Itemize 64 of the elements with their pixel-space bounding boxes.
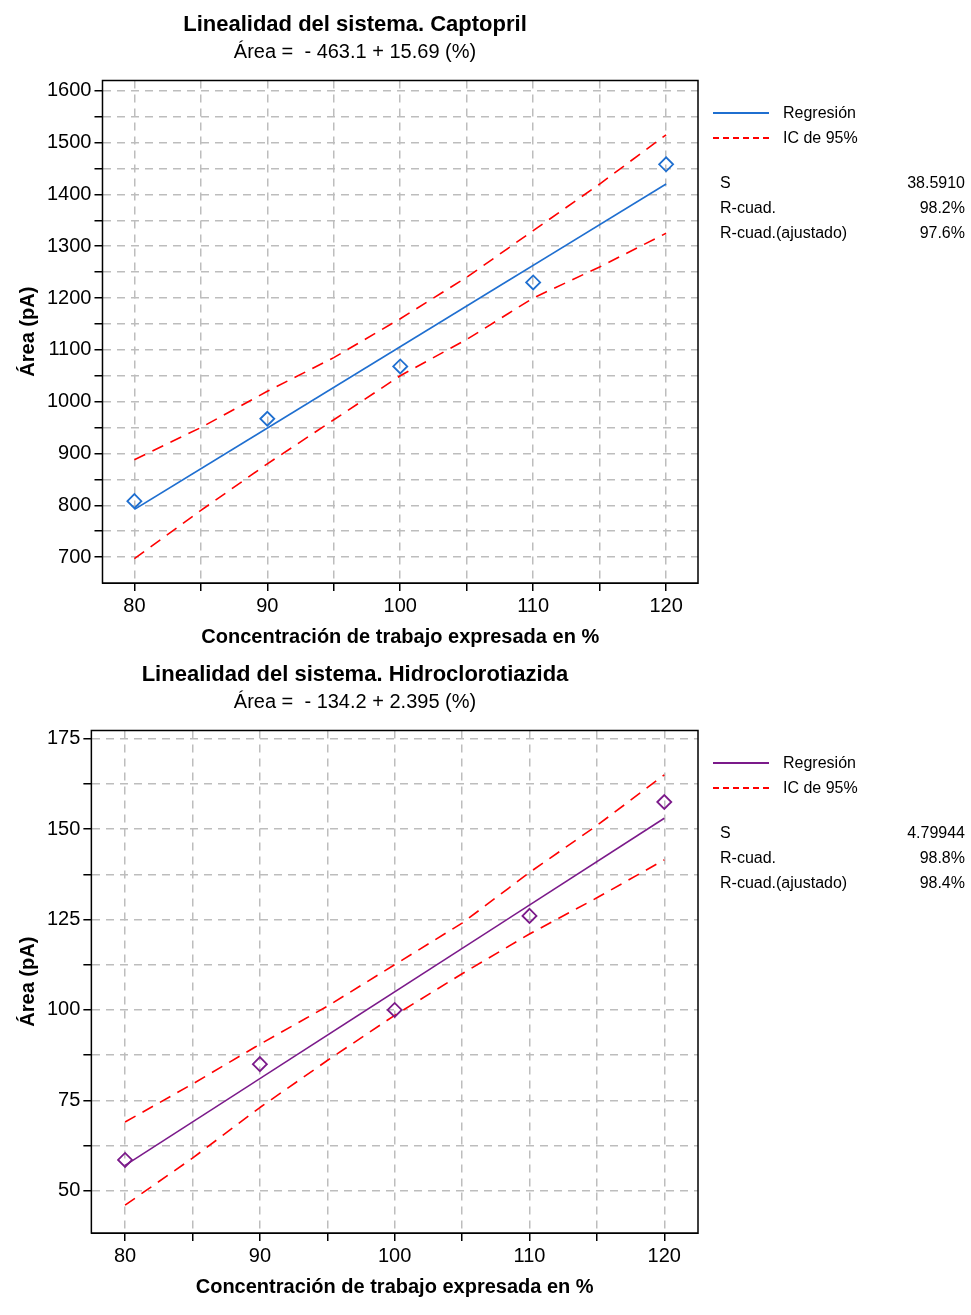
- point: [251, 1056, 268, 1073]
- point: [525, 274, 542, 291]
- legend-label: IC de 95%: [783, 128, 858, 147]
- y-tick-label: 100: [46, 997, 81, 1020]
- x-tick-label: 80: [113, 1243, 137, 1266]
- text: R-cuad.: [720, 199, 777, 218]
- point: [392, 358, 409, 375]
- legend-label: IC de 95%: [783, 778, 858, 797]
- y-tick-label: 700: [58, 544, 92, 567]
- y-axis-title: Área (pA): [15, 286, 38, 377]
- x-tick-label: 110: [517, 593, 550, 616]
- y-tick-label: 1600: [46, 78, 92, 101]
- y-tick-label: 125: [46, 907, 81, 930]
- y-axis-title: Área (pA): [15, 936, 38, 1027]
- text: R-cuad.: [720, 849, 777, 868]
- x-tick-label: 110: [513, 1243, 546, 1266]
- chart-subtitle: Área = - 463.1 + 15.69 (%): [233, 39, 477, 62]
- y-tick-label: 75: [58, 1087, 81, 1110]
- y-tick-label: 50: [58, 1178, 81, 1201]
- chart-subtitle: Área = - 134.2 + 2.395 (%): [233, 689, 477, 712]
- chart-title: Linealidad del sistema. Hidroclorotiazida: [141, 661, 570, 687]
- line-series: [133, 134, 667, 461]
- text: S: [720, 174, 731, 193]
- text: R-cuad.(ajustado): [720, 874, 848, 893]
- x-tick-label: 100: [378, 1243, 412, 1266]
- legend-label: Regresión: [783, 103, 856, 122]
- text: 98.4%: [919, 874, 965, 893]
- point: [386, 1002, 403, 1018]
- y-tick-label: 900: [58, 440, 92, 463]
- text: 97.6%: [919, 224, 965, 243]
- text: 98.2%: [919, 199, 965, 218]
- x-tick-label: 80: [123, 593, 146, 616]
- point: [658, 156, 674, 173]
- point: [117, 1152, 133, 1168]
- text: 4.79944: [907, 824, 965, 843]
- x-axis-title: Concentración de trabajo expresada en %: [201, 624, 600, 647]
- x-axis-title: Concentración de trabajo expresada en %: [195, 1274, 594, 1297]
- line-series: [124, 859, 666, 1206]
- y-tick-label: 1400: [46, 181, 92, 204]
- y-tick-label: 175: [46, 726, 81, 749]
- text: 98.8%: [919, 849, 965, 868]
- x-tick-label: 90: [248, 1243, 271, 1266]
- x-tick-label: 90: [256, 593, 279, 616]
- text: R-cuad.(ajustado): [720, 224, 848, 243]
- text: S: [720, 824, 731, 843]
- point: [126, 493, 143, 510]
- x-tick-label: 120: [647, 1243, 681, 1266]
- point: [259, 410, 276, 427]
- y-tick-label: 1200: [46, 285, 92, 308]
- x-tick-label: 120: [649, 593, 683, 616]
- y-tick-label: 1000: [46, 389, 92, 412]
- line-series: [124, 774, 666, 1123]
- text: 38.5910: [907, 174, 965, 193]
- y-tick-label: 1300: [46, 233, 92, 256]
- y-tick-label: 1500: [46, 130, 92, 153]
- y-tick-label: 1100: [48, 337, 92, 360]
- point: [521, 907, 538, 924]
- y-tick-label: 150: [46, 816, 81, 839]
- point: [656, 794, 673, 810]
- x-tick-label: 100: [383, 593, 417, 616]
- legend-label: Regresión: [783, 753, 856, 772]
- chart-title: Linealidad del sistema. Captopril: [183, 11, 527, 37]
- y-tick-label: 800: [58, 492, 92, 515]
- line-series: [133, 232, 667, 560]
